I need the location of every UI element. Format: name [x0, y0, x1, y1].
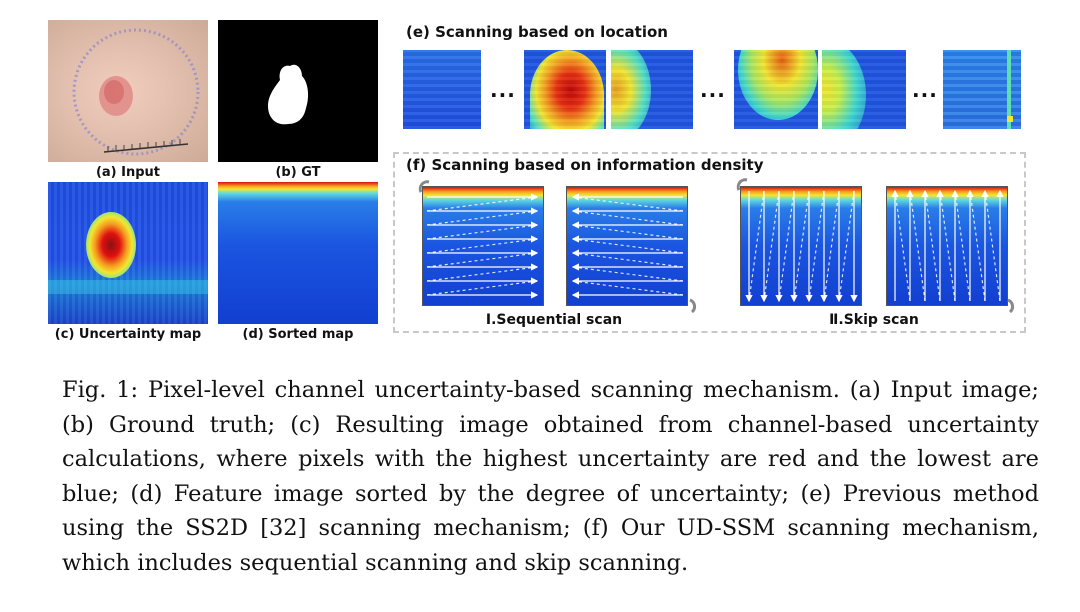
- ellipsis-1: ...: [490, 78, 516, 102]
- skip-scan-grid-1: [740, 186, 862, 306]
- location-scan-2: [524, 50, 606, 129]
- section-f-box: [393, 152, 1026, 333]
- location-scan-4: [734, 50, 818, 129]
- sequential-scan-grid-1: [422, 186, 544, 306]
- skip-scan-label: Ⅱ.Skip scan: [829, 312, 919, 328]
- panel-a-label: (a) Input: [95, 165, 161, 180]
- sequential-scan-end-hook: [689, 298, 697, 314]
- ground-truth-image: [218, 20, 378, 162]
- location-scan-6: [943, 50, 1021, 129]
- panel-d-label: (d) Sorted map: [242, 327, 354, 342]
- panel-c-label: (c) Uncertainty map: [54, 327, 202, 342]
- panel-b-label: (b) GT: [275, 165, 321, 180]
- ellipsis-3: ...: [912, 78, 938, 102]
- sequential-scan-start-hook: [418, 180, 430, 193]
- location-scan-1: [403, 50, 481, 129]
- sequential-scan-label: Ⅰ.Sequential scan: [485, 312, 623, 328]
- uncertainty-map: [48, 182, 208, 324]
- ellipsis-2: ...: [700, 78, 726, 102]
- sorted-map: [218, 182, 378, 324]
- sequential-scan-grid-2: [566, 186, 688, 306]
- section-e-title: (e) Scanning based on location: [406, 23, 668, 41]
- location-scan-3: [611, 50, 693, 129]
- figure-caption: Fig. 1: Pixel-level channel uncertainty-…: [62, 377, 1039, 576]
- input-image: [48, 20, 208, 162]
- skip-scan-grid-2: [886, 186, 1008, 306]
- location-scan-5: [822, 50, 906, 129]
- section-f-title: (f) Scanning based on information densit…: [406, 156, 764, 174]
- skip-scan-end-hook: [1007, 298, 1015, 314]
- skip-scan-start-hook: [736, 178, 748, 191]
